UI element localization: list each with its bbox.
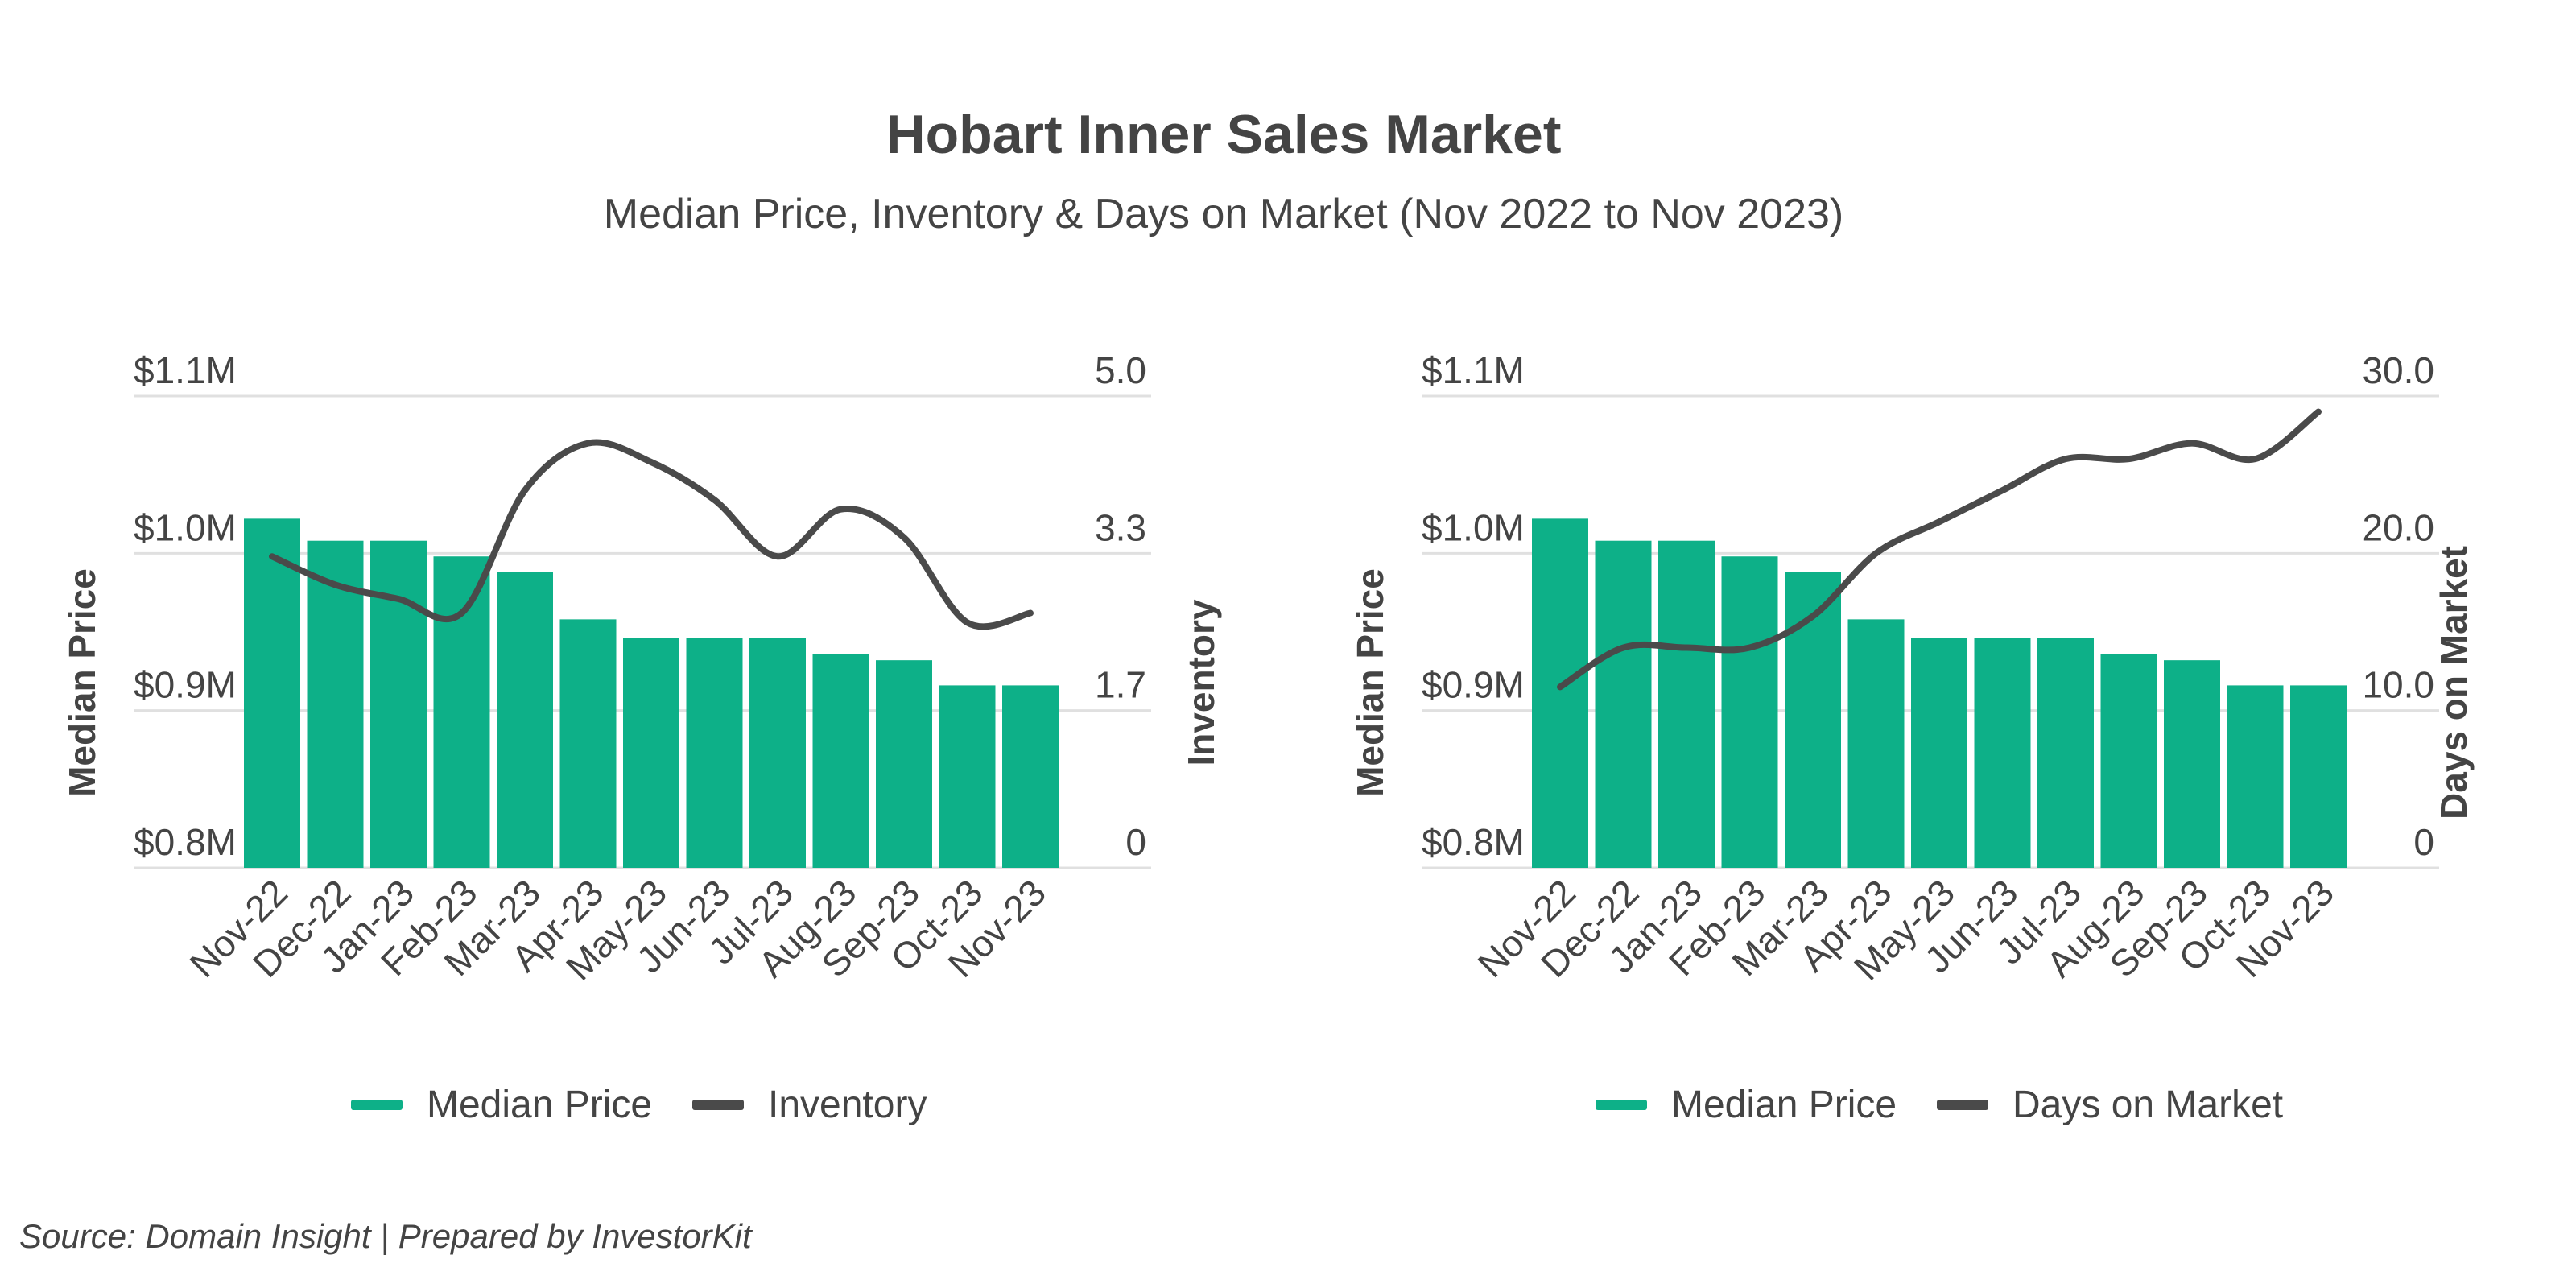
legend-label: Median Price: [1671, 1084, 1897, 1126]
y-tick-label: $1.0M: [1422, 506, 1525, 548]
bar-median-price: [1002, 685, 1059, 868]
legend-label: Inventory: [768, 1084, 927, 1126]
bar-median-price: [939, 685, 996, 868]
y-tick-label: $1.1M: [134, 349, 237, 391]
y-axis-title: Median Price: [1349, 568, 1391, 797]
bar-median-price: [1595, 540, 1652, 868]
y2-tick-label: 5.0: [1095, 349, 1146, 391]
bar-median-price: [749, 638, 806, 868]
bar-median-price: [559, 619, 617, 868]
y2-axis-title: Days on Market: [2433, 546, 2475, 819]
inventory-chart: $0.8M 0$0.9M 1.7$1.0M 3.3$1.1M 5.0Nov-22Dec-…: [61, 349, 1222, 1126]
y-tick-label: $0.8M: [134, 821, 237, 863]
bar-median-price: [1721, 556, 1778, 868]
y2-tick-label: 20.0: [2362, 506, 2434, 548]
y-tick-label: $0.9M: [1422, 664, 1525, 706]
bar-median-price: [1847, 619, 1905, 868]
y2-tick-label: 30.0: [2362, 349, 2434, 391]
y2-axis-title: Inventory: [1180, 599, 1222, 766]
bar-median-price: [812, 654, 869, 868]
y-tick-label: $1.0M: [134, 506, 237, 548]
y2-tick-label: 10.0: [2362, 664, 2434, 706]
y2-tick-label: 1.7: [1095, 664, 1146, 706]
bar-median-price: [2164, 660, 2220, 868]
y2-tick-label: 0: [1125, 821, 1146, 863]
bar-median-price: [2227, 685, 2284, 868]
line-inventory: [269, 439, 1034, 630]
y-tick-label: $1.1M: [1422, 349, 1525, 391]
bar-median-price: [2100, 654, 2157, 868]
bar-median-price: [2290, 685, 2347, 868]
bar-median-price: [623, 638, 679, 868]
bar-median-price: [876, 660, 932, 868]
legend-label: Days on Market: [2013, 1084, 2283, 1126]
days-on-market-chart: $0.8M 0$0.9M 10.0$1.0M 20.0$1.1M 30.0Nov-22D…: [1349, 349, 2475, 1126]
bar-median-price: [1532, 518, 1588, 868]
y-axis-title: Median Price: [61, 568, 103, 797]
bar-median-price: [1911, 638, 1967, 868]
y2-tick-label: 0: [2413, 821, 2434, 863]
legend-swatch-bar: [351, 1100, 402, 1110]
bar-median-price: [433, 556, 490, 868]
bar-median-price: [1658, 540, 1715, 868]
bar-median-price: [307, 540, 364, 868]
bar-median-price: [1785, 572, 1841, 868]
bar-median-price: [370, 540, 427, 868]
y-tick-label: $0.8M: [1422, 821, 1525, 863]
bar-median-price: [244, 518, 300, 868]
bar-median-price: [2037, 638, 2094, 868]
chart-title: Hobart Inner Sales Market: [886, 104, 1562, 165]
legend-swatch-line: [692, 1100, 744, 1110]
y2-tick-label: 3.3: [1095, 506, 1146, 548]
bar-median-price: [686, 638, 743, 868]
legend-swatch-bar: [1596, 1100, 1647, 1110]
legend-label: Median Price: [427, 1084, 652, 1126]
chart-subtitle: Median Price, Inventory & Days on Market…: [603, 191, 1844, 237]
bar-median-price: [497, 572, 553, 868]
legend-swatch-line: [1937, 1100, 1988, 1110]
source-note: Source: Domain Insight | Prepared by Inv…: [19, 1217, 752, 1255]
y-tick-label: $0.9M: [134, 664, 237, 706]
bar-median-price: [1974, 638, 2031, 868]
